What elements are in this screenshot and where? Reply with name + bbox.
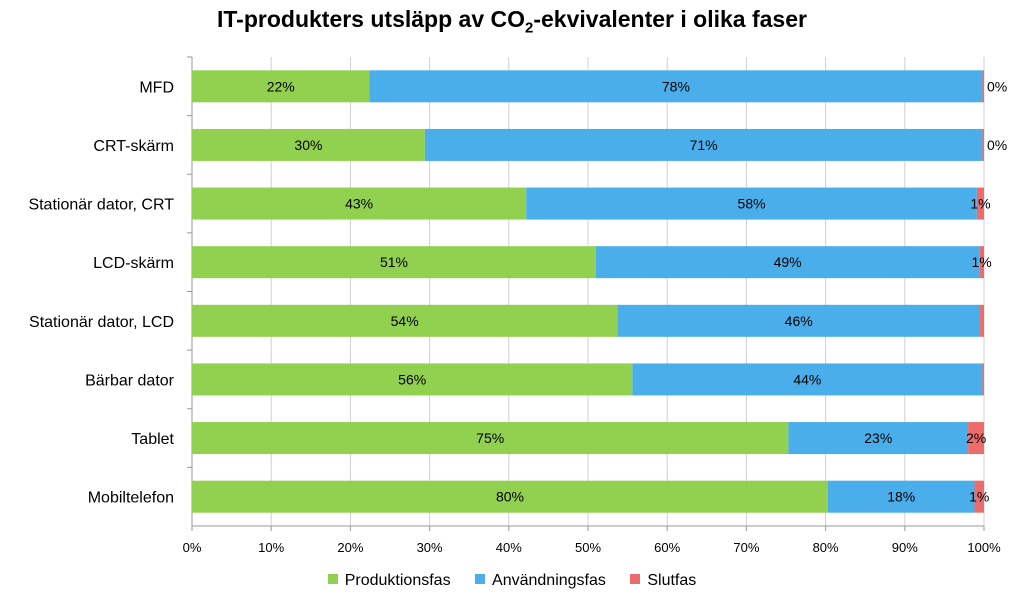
data-label: 51% [380,254,408,270]
category-label: Tablet [131,431,174,448]
legend-label-production: Produktionsfas [344,572,451,589]
x-tick-label: 60% [654,540,680,555]
x-tick-label: 0% [183,540,202,555]
data-label: 23% [864,430,892,446]
data-label: 78% [662,78,690,94]
category-label: Stationär dator, LCD [29,314,174,331]
category-label: Bärbar dator [85,372,175,389]
legend: Produktionsfas Användningsfas Slutfas [0,572,1024,590]
category-label: Stationär dator, CRT [28,197,174,214]
data-label: 58% [738,196,766,212]
bar-segment [192,246,596,279]
x-tick-label: 40% [496,540,522,555]
x-tick-label: 30% [417,540,443,555]
data-label: 30% [294,137,322,153]
chart-title-subscript: 2 [525,19,534,37]
bar-segment [617,304,981,337]
x-tick-label: 70% [733,540,759,555]
data-label: 43% [345,196,373,212]
x-tick-label: 20% [337,540,363,555]
legend-label-end: Slutfas [647,572,697,589]
bar-segment [974,480,984,513]
data-label: 75% [476,430,504,446]
bar-segment [192,480,828,513]
bar-segment [976,187,984,220]
x-tick-label: 10% [258,540,284,555]
legend-item-usage: Användningsfas [475,572,606,590]
bar-segment [595,246,980,279]
bar-segment [192,70,370,103]
data-label: 1% [969,489,989,505]
chart-title-rest: -ekvivalenter i olika faser [533,6,807,32]
legend-item-production: Produktionsfas [327,572,451,590]
data-label: 1% [972,254,992,270]
bar-segment [369,70,983,103]
data-label: 71% [690,137,718,153]
bar-segment [788,422,969,455]
data-label: 2% [966,430,986,446]
bar-segment [980,304,984,337]
legend-label-usage: Användningsfas [492,572,606,589]
x-tick-label: 90% [892,540,918,555]
data-label: 0% [987,78,1007,94]
legend-swatch-end [630,574,641,584]
bar-segment [982,128,984,161]
data-label: 22% [267,78,295,94]
bar-segment [526,187,977,220]
data-label: 18% [887,489,915,505]
bar-segment [827,480,975,513]
x-tick-label: 50% [575,540,601,555]
bar-segment [192,363,633,396]
chart-plot: 0% 10% 20% 30% 40% 50% 60% 70% 80% 90% 100% MFD 22% 7… [28,56,1007,555]
category-label: Mobiltelefon [88,490,174,507]
data-label: 56% [398,371,426,387]
bar-segment [982,70,984,103]
bar-segment [192,422,789,455]
data-label: 46% [785,313,813,329]
x-tick-label: 100% [967,540,1001,555]
data-label: 49% [774,254,802,270]
category-label: CRT-skärm [93,138,174,155]
category-label: LCD-skärm [93,255,174,272]
chart-title: IT-produkters utsläpp av CO2-ekvivalente… [0,6,1024,37]
bar-segment [192,187,527,220]
bar-segment [968,422,984,455]
bar-segment [192,304,618,337]
bar-segment [979,246,984,279]
data-label: 44% [793,371,821,387]
legend-item-end: Slutfas [630,572,696,590]
bar-segment [632,363,983,396]
category-label: MFD [139,79,174,96]
data-label: 80% [496,489,524,505]
bar-segment [192,128,425,161]
legend-swatch-production [327,574,338,584]
legend-swatch-usage [475,574,486,584]
data-label: 1% [970,196,990,212]
x-tick-label: 80% [813,540,839,555]
data-label: 0% [987,137,1007,153]
chart-title-main: IT-produkters utsläpp av CO [217,6,526,32]
bar-segment [424,128,983,161]
data-label: 54% [391,313,419,329]
bar-segment [982,363,984,396]
